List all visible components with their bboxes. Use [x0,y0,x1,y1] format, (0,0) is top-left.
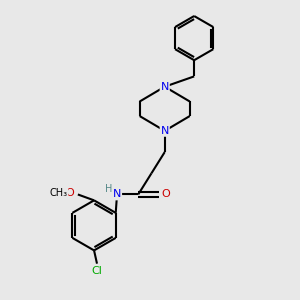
Text: N: N [160,82,169,92]
Text: CH₃: CH₃ [50,188,68,198]
Text: O: O [161,190,170,200]
Text: N: N [160,126,169,136]
Text: O: O [65,188,74,198]
Text: H: H [105,184,112,194]
Text: N: N [113,190,121,200]
Text: Cl: Cl [92,266,102,276]
